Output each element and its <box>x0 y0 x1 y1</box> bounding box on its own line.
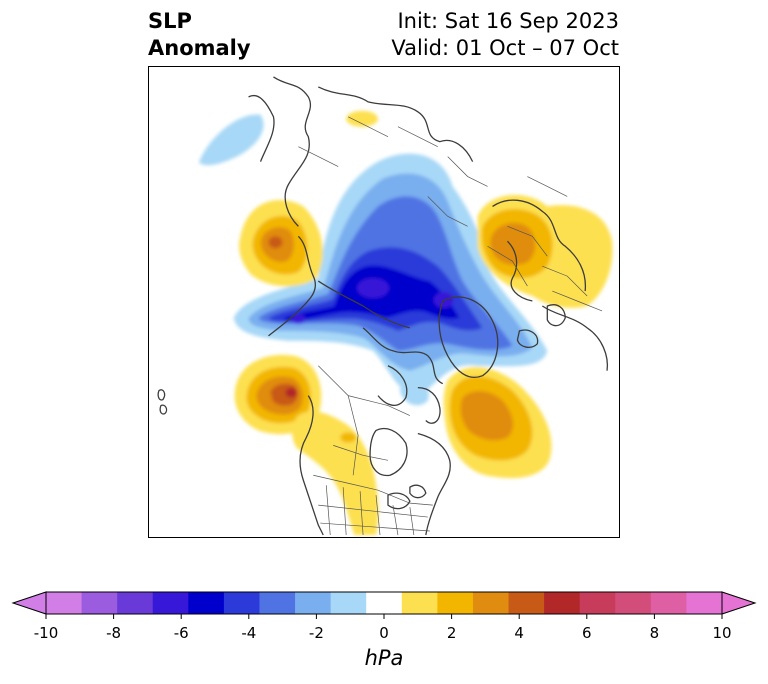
chart-title-dates: Init: Sat 16 Sep 2023 Valid: 01 Oct – 07… <box>319 8 619 62</box>
colorbar-tick-label: -4 <box>241 624 257 642</box>
map-borders <box>298 116 603 536</box>
colorbar-ticks <box>45 614 723 619</box>
colorbar-segment <box>188 592 225 614</box>
chart-title-variable: SLP Anomaly <box>148 8 348 62</box>
anomaly-fields <box>198 110 613 536</box>
colorbar <box>11 591 757 619</box>
colorbar-tick-label: 10 <box>712 624 732 642</box>
colorbar-segment <box>579 592 616 614</box>
pos-anomaly-siberia-small <box>346 110 379 127</box>
colorbar-segment <box>615 592 652 614</box>
title-line-2: Anomaly <box>148 36 251 60</box>
colorbar-extend-high-arrow <box>721 591 757 615</box>
colorbar-segment <box>152 592 189 614</box>
colorbar-tick-label: 4 <box>514 624 524 642</box>
colorbar-tick-label: -6 <box>173 624 189 642</box>
valid-range: Valid: 01 Oct – 07 Oct <box>391 36 619 60</box>
neg-anomaly-hudson-light <box>399 374 429 406</box>
pos-anomaly-western-us <box>292 411 379 536</box>
colorbar-segment <box>295 592 332 614</box>
colorbar-extend-low-arrow <box>11 591 47 615</box>
slp-anomaly-map <box>148 66 620 538</box>
colorbar-tick-label: -8 <box>106 624 122 642</box>
colorbar-tick-label: -2 <box>308 624 324 642</box>
colorbar-segment <box>117 592 154 614</box>
colorbar-segment <box>508 592 545 614</box>
colorbar-unit-label: hPa <box>364 646 404 670</box>
colorbar-segment <box>544 592 581 614</box>
colorbar-segment <box>330 592 367 614</box>
pos-anomaly-western-us-inner <box>340 432 357 443</box>
colorbar-tick-label: -10 <box>33 624 59 642</box>
colorbar-segment <box>81 592 118 614</box>
neg-anomaly-core-beaufort <box>357 278 389 299</box>
map-coastlines <box>157 76 609 536</box>
colorbar-segment <box>223 592 260 614</box>
pos-anomaly-atlantic-3 <box>460 391 513 441</box>
pos-anomaly-kamchatka-core <box>268 236 283 249</box>
colorbar-segment <box>259 592 296 614</box>
colorbar-segments <box>46 592 723 614</box>
colorbar-tick-label: 8 <box>649 624 660 642</box>
colorbar-segment <box>366 592 403 614</box>
title-line-1: SLP <box>148 9 192 33</box>
colorbar-segment <box>472 592 510 614</box>
neg-anomaly-core-bering <box>291 313 306 324</box>
colorbar-segment <box>437 592 474 614</box>
colorbar-segment <box>686 592 723 614</box>
pos-anomaly-gulf-alaska-core <box>285 387 298 398</box>
init-date: Init: Sat 16 Sep 2023 <box>397 9 619 33</box>
colorbar-segment <box>46 592 83 614</box>
neg-anomaly-kamchatka-light <box>198 114 264 166</box>
colorbar-tick-label: 2 <box>446 624 457 642</box>
colorbar-segment <box>650 592 687 614</box>
colorbar-segment <box>401 592 438 614</box>
colorbar-tick-label: 0 <box>379 624 389 642</box>
colorbar-tick-label: 6 <box>582 624 592 642</box>
